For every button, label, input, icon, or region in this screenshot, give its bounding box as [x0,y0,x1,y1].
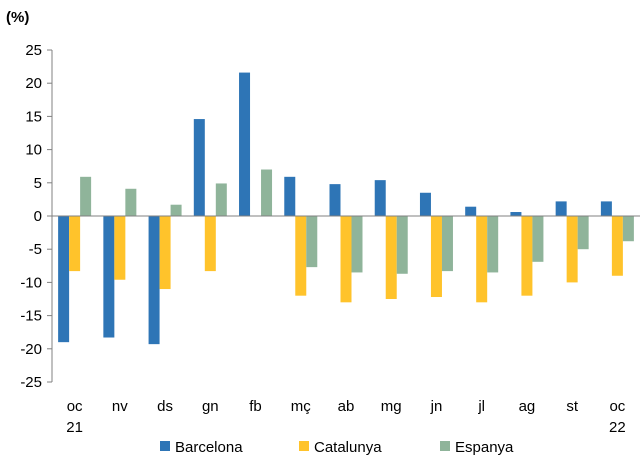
y-tick-label: 0 [34,208,42,225]
bar-catalunya [611,216,623,276]
y-tick-label: 15 [25,108,42,125]
bar-espanya [125,188,137,216]
bar-barcelona [103,216,115,338]
x-tick-label: st [566,398,579,415]
bar-barcelona [58,216,70,343]
x-tick-label: jl [477,398,485,415]
bar-espanya [351,216,363,273]
bar-barcelona [148,216,160,345]
bar-catalunya [476,216,488,303]
y-tick-label: -25 [20,374,42,391]
y-tick-label: -15 [20,308,42,325]
bar-catalunya [385,216,397,299]
y-axis-ticks: 25 20 15 10 5 0 -5 -10 -15 -20 -25 [20,42,52,391]
bar-barcelona [555,201,567,216]
x-tick-label: gn [202,398,219,415]
bar-catalunya [521,216,533,296]
axes [51,50,640,382]
x-tick-label: nv [112,398,128,415]
x-tick-label: oc [609,398,625,415]
x-tick-year: 21 [66,419,83,436]
bar-catalunya [204,216,216,272]
bar-barcelona [419,192,431,216]
y-tick-label: 5 [34,175,42,192]
bar-espanya [622,216,634,242]
x-tick-label: jn [430,398,443,415]
legend-label-catalunya: Catalunya [314,439,382,456]
x-tick-label: mg [381,398,402,415]
legend-swatch-catalunya [299,441,309,451]
bar-barcelona [374,180,386,216]
bar-barcelona [193,119,205,216]
bar-barcelona [239,72,251,216]
bar-espanya [487,216,499,273]
x-tick-label: ds [157,398,173,415]
bar-catalunya [295,216,307,296]
bar-barcelona [329,184,341,216]
bar-espanya [170,204,182,216]
bar-espanya [532,216,544,262]
unit-label: (%) [6,9,29,26]
bars [58,72,634,345]
x-tick-label: ab [338,398,355,415]
bar-espanya [215,183,227,216]
legend-label-espanya: Espanya [455,439,514,456]
y-tick-label: 20 [25,75,42,92]
y-tick-label: -10 [20,274,42,291]
bar-espanya [441,216,453,272]
bar-catalunya [159,216,171,290]
bar-barcelona [600,201,612,216]
x-tick-year: 22 [609,419,626,436]
legend: Barcelona Catalunya Espanya [160,439,514,456]
legend-swatch-espanya [440,441,450,451]
legend-label-barcelona: Barcelona [175,439,243,456]
y-tick-label: -20 [20,341,42,358]
bar-barcelona [284,176,296,216]
x-tick-label: oc [67,398,83,415]
x-axis-ticks: oc 21 nv ds gn fb mç ab mg jn jl ag st oc 22 [66,398,626,436]
x-tick-label: mç [291,398,311,415]
y-tick-label: 10 [25,142,42,159]
bar-catalunya [69,216,81,272]
legend-swatch-barcelona [160,441,170,451]
bar-espanya [261,169,273,216]
bar-espanya [396,216,408,274]
bar-espanya [577,216,589,250]
bar-barcelona [465,206,477,216]
bar-espanya [306,216,318,268]
bar-catalunya [340,216,352,303]
bar-catalunya [430,216,442,298]
y-tick-label: -5 [29,241,42,258]
x-tick-label: ag [519,398,536,415]
bar-catalunya [566,216,578,283]
y-tick-label: 25 [25,42,42,59]
bar-barcelona [510,212,522,216]
x-tick-label: fb [249,398,262,415]
bar-catalunya [114,216,126,280]
bar-espanya [80,176,92,216]
